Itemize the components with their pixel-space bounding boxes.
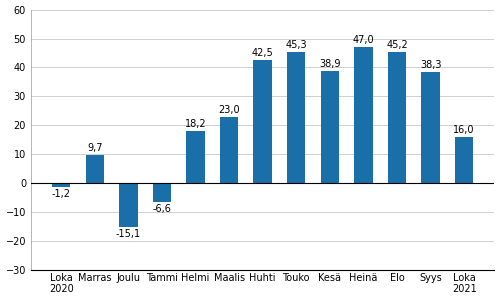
Bar [388,52,406,183]
Text: 23,0: 23,0 [218,105,240,115]
Text: 38,3: 38,3 [420,60,442,70]
Bar [86,155,104,183]
Text: -15,1: -15,1 [116,229,141,239]
Text: 42,5: 42,5 [252,48,274,58]
Text: -6,6: -6,6 [152,204,172,214]
Bar [152,183,171,202]
Text: 38,9: 38,9 [319,58,340,69]
Text: 45,2: 45,2 [386,40,408,50]
Bar [119,183,138,227]
Bar [422,72,440,183]
Text: -1,2: -1,2 [52,189,70,199]
Text: 47,0: 47,0 [352,35,374,45]
Bar [354,47,372,183]
Bar [186,130,205,183]
Text: 16,0: 16,0 [454,125,475,135]
Text: 9,7: 9,7 [87,143,102,153]
Bar [287,52,306,183]
Bar [455,137,473,183]
Text: 45,3: 45,3 [286,40,307,50]
Bar [52,183,70,187]
Bar [254,60,272,183]
Bar [320,70,339,183]
Bar [220,117,238,183]
Text: 18,2: 18,2 [184,118,206,128]
